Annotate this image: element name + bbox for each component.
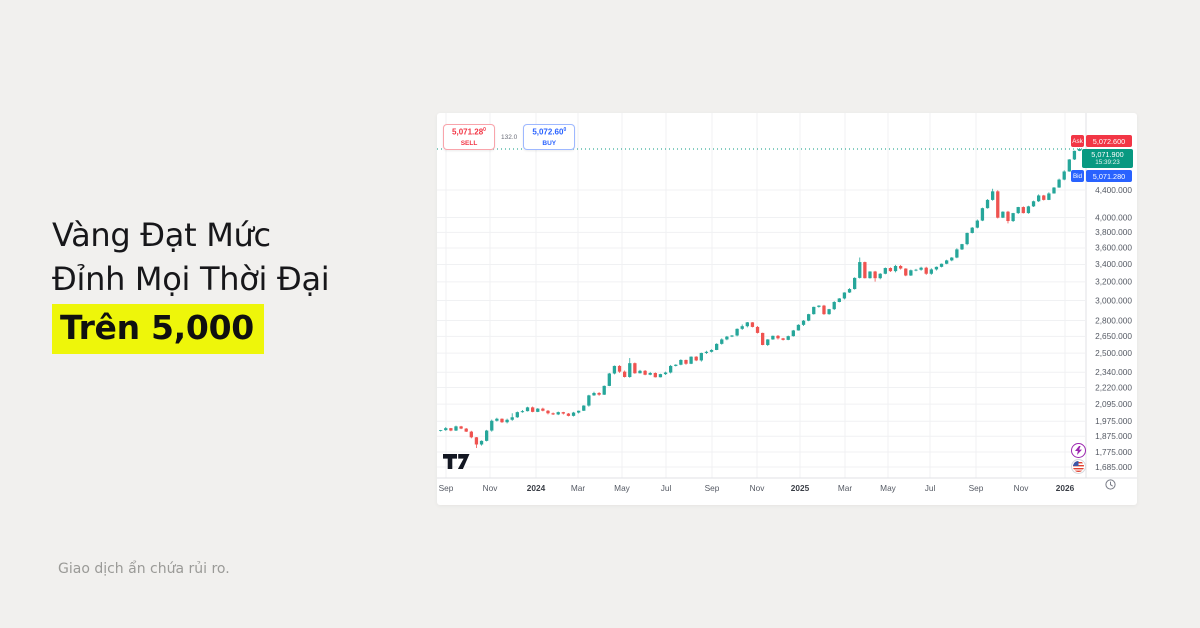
price-tick: 3,600.000 xyxy=(1095,243,1132,253)
ask-price-label: Ask 5,072.600 xyxy=(1071,135,1132,147)
time-tick: Nov xyxy=(483,483,499,493)
headline-highlight: Trên 5,000 xyxy=(52,304,264,354)
price-tick: 1,775.000 xyxy=(1095,447,1132,457)
price-tick: 3,400.000 xyxy=(1095,259,1132,269)
trading-chart-card: 4,400.000 4,000.000 3,800.000 3,600.000 3,40… xyxy=(437,113,1137,505)
price-tick: 2,220.000 xyxy=(1095,382,1132,392)
headline: Vàng Đạt Mức Đỉnh Mọi Thời Đại Trên 5,00… xyxy=(52,213,330,354)
price-tick: 2,650.000 xyxy=(1095,331,1132,341)
time-tick: Nov xyxy=(750,483,766,493)
price-tick: 1,685.000 xyxy=(1095,462,1132,472)
spread-value: 132.0 xyxy=(501,133,518,141)
price-tick: 2,095.000 xyxy=(1095,399,1132,409)
price-axis-labels[interactable]: 4,400.000 4,000.000 3,800.000 3,600.000 3,40… xyxy=(1095,185,1132,472)
time-tick: Mar xyxy=(571,483,586,493)
price-tick: 4,400.000 xyxy=(1095,185,1132,195)
price-tick: 3,800.000 xyxy=(1095,227,1132,237)
headline-line-2: Đỉnh Mọi Thời Đại xyxy=(52,260,330,298)
chart-grid xyxy=(437,113,1085,478)
axis-lines xyxy=(437,113,1137,479)
last-price-label: 5,071.900 15:39:23 xyxy=(1082,149,1133,168)
time-tick: May xyxy=(614,483,631,493)
flash-event-icon[interactable] xyxy=(1071,443,1086,458)
price-tick: 3,200.000 xyxy=(1095,277,1132,287)
risk-disclaimer: Giao dịch ẩn chứa rủi ro. xyxy=(58,561,230,577)
chart-plot-area[interactable]: 4,400.000 4,000.000 3,800.000 3,600.000 3,40… xyxy=(437,113,1137,505)
bid-price-label: Bid 5,071.280 xyxy=(1071,170,1132,182)
time-tick: Nov xyxy=(1014,483,1030,493)
tradingview-logo[interactable] xyxy=(443,454,470,470)
time-tick: 2024 xyxy=(527,483,546,493)
headline-line-1: Vàng Đạt Mức xyxy=(52,216,271,254)
time-tick: 2026 xyxy=(1056,483,1075,493)
time-tick: Sep xyxy=(969,483,984,493)
price-tick: 4,000.000 xyxy=(1095,212,1132,222)
last-price-time: 15:39:23 xyxy=(1095,159,1120,166)
us-flag-event-icon[interactable] xyxy=(1071,459,1086,474)
time-tick: 2025 xyxy=(791,483,810,493)
price-tick: 1,975.000 xyxy=(1095,416,1132,426)
price-tick: 3,000.000 xyxy=(1095,295,1132,305)
time-axis-labels[interactable]: Sep Nov 2024 Mar May Jul Sep Nov 2025 Mar May Jul Se… xyxy=(439,483,1075,493)
order-panel: 5,071.280 SELL 132.0 5,072.600 BUY xyxy=(443,124,576,150)
sell-button[interactable]: 5,071.280 SELL xyxy=(443,124,495,150)
price-tick: 2,500.000 xyxy=(1095,348,1132,358)
time-tick: Mar xyxy=(838,483,853,493)
time-tick: May xyxy=(880,483,897,493)
time-tick: Sep xyxy=(439,483,454,493)
candlesticks xyxy=(439,148,1082,448)
time-tick: Jul xyxy=(661,483,672,493)
time-tick: Sep xyxy=(705,483,720,493)
buy-button[interactable]: 5,072.600 BUY xyxy=(523,124,576,150)
price-tick: 2,340.000 xyxy=(1095,367,1132,377)
time-tick: Jul xyxy=(925,483,936,493)
timezone-clock-icon[interactable] xyxy=(1105,479,1116,490)
price-tick: 2,800.000 xyxy=(1095,315,1132,325)
price-tick: 1,875.000 xyxy=(1095,431,1132,441)
